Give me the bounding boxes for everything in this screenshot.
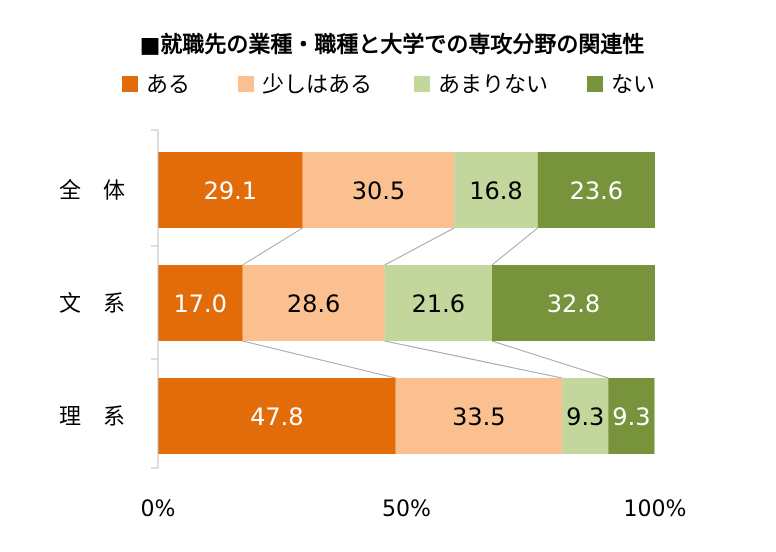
category-label: 理 系	[59, 405, 125, 430]
legend-label: あまりない	[438, 73, 548, 98]
bar-segment	[242, 265, 385, 341]
bar-segment	[562, 378, 609, 454]
bar-segment	[302, 152, 455, 228]
legend-label: ない	[611, 73, 655, 98]
bar-segment	[491, 265, 655, 341]
x-tick-label: 100%	[624, 497, 687, 522]
data-label: 17.0	[174, 290, 227, 318]
bar-segment	[158, 152, 303, 228]
category-label: 全 体	[59, 179, 125, 204]
legend-label: 少しはある	[262, 73, 372, 98]
legend-item: 少しはある	[238, 73, 372, 98]
data-label: 33.5	[452, 403, 505, 431]
category-label: 文 系	[59, 292, 125, 317]
data-label: 9.3	[612, 403, 650, 431]
series-lines	[242, 227, 609, 379]
series-line	[384, 227, 455, 266]
data-label: 29.1	[204, 177, 257, 205]
data-label: 9.3	[566, 403, 604, 431]
data-label: 32.8	[547, 290, 600, 318]
legend-item: あまりない	[414, 73, 548, 98]
series-line	[242, 227, 303, 266]
legend-item: ない	[587, 73, 655, 98]
series-line	[384, 340, 563, 379]
series-line	[491, 227, 539, 266]
data-label: 30.5	[352, 177, 405, 205]
data-label: 16.8	[469, 177, 522, 205]
series-line	[242, 340, 396, 379]
bar-segment	[608, 378, 655, 454]
chart-title: ■就職先の業種・職種と大学での専攻分野の関連性	[140, 32, 645, 58]
legend-item: ある	[122, 73, 190, 98]
bar-segment	[454, 152, 538, 228]
bar-segment	[158, 265, 243, 341]
legend-label: ある	[146, 73, 190, 98]
bars	[158, 152, 655, 454]
data-label: 47.8	[250, 403, 303, 431]
legend-swatch	[122, 76, 138, 92]
series-line	[491, 340, 609, 379]
legend-swatch	[414, 76, 430, 92]
x-tick-label: 50%	[382, 497, 431, 522]
legend: ある 少しはある あまりない ない	[122, 73, 655, 98]
x-tick-label: 0%	[141, 497, 176, 522]
bar-segment	[158, 378, 396, 454]
bar-segment	[395, 378, 563, 454]
data-label: 21.6	[412, 290, 465, 318]
data-labels: 29.1 30.5 16.8 23.6 17.0 28.6 21.6 32.8 47.8 33.5…	[174, 177, 651, 431]
axes: 全 体文 系理 系 0% 50% 100%	[59, 129, 687, 522]
legend-swatch	[238, 76, 254, 92]
data-label: 23.6	[570, 177, 623, 205]
bar-segment	[537, 152, 655, 228]
bar-segment	[384, 265, 492, 341]
legend-swatch	[587, 76, 603, 92]
data-label: 28.6	[287, 290, 340, 318]
